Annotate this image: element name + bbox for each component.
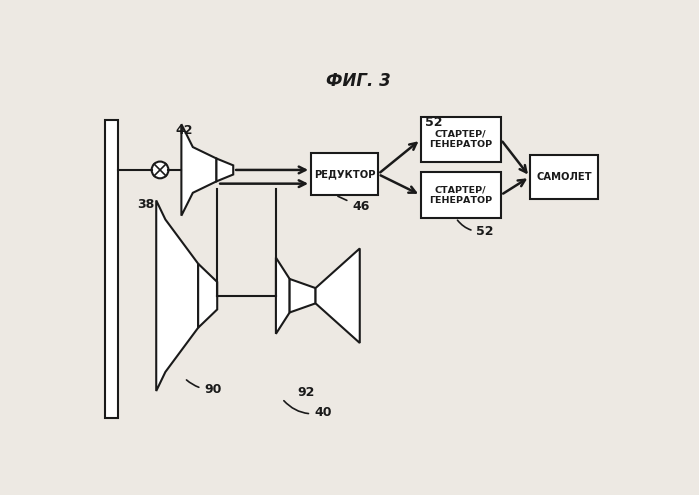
Text: СТАРТЕР/
ГЕНЕРАТОР: СТАРТЕР/ ГЕНЕРАТОР bbox=[429, 186, 492, 205]
Text: 38: 38 bbox=[137, 198, 154, 211]
Bar bbox=[530, 154, 598, 199]
Text: 40: 40 bbox=[284, 401, 331, 419]
Text: РЕДУКТОР: РЕДУКТОР bbox=[314, 169, 375, 179]
Text: 52: 52 bbox=[457, 220, 494, 238]
Bar bbox=[105, 120, 118, 418]
Text: СТАРТЕР/
ГЕНЕРАТОР: СТАРТЕР/ ГЕНЕРАТОР bbox=[429, 130, 492, 149]
Polygon shape bbox=[198, 264, 217, 328]
Text: 92: 92 bbox=[297, 386, 315, 399]
Polygon shape bbox=[217, 158, 233, 181]
Polygon shape bbox=[276, 257, 289, 334]
Bar bbox=[421, 116, 500, 162]
Text: 42: 42 bbox=[175, 124, 193, 137]
Text: САМОЛЕТ: САМОЛЕТ bbox=[536, 172, 592, 182]
Text: 90: 90 bbox=[187, 380, 222, 396]
Bar bbox=[311, 153, 378, 195]
Bar bbox=[421, 172, 500, 218]
Polygon shape bbox=[315, 248, 360, 343]
Polygon shape bbox=[289, 279, 315, 312]
Text: ФИГ. 3: ФИГ. 3 bbox=[326, 72, 391, 90]
Circle shape bbox=[152, 161, 168, 178]
Polygon shape bbox=[181, 124, 217, 216]
Text: 46: 46 bbox=[338, 196, 370, 213]
Text: 52: 52 bbox=[425, 116, 443, 130]
Polygon shape bbox=[157, 200, 198, 391]
